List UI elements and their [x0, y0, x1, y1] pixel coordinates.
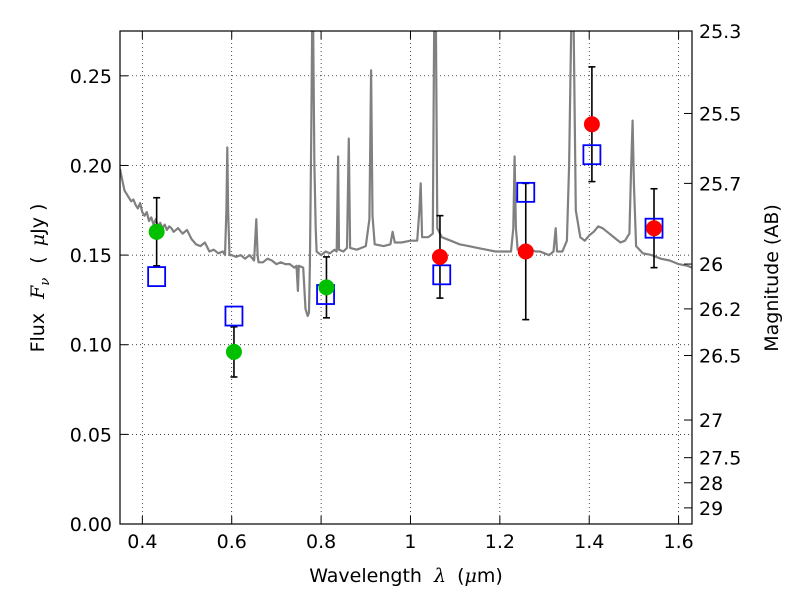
axis-ticks: 0.4 0.6 0.8 1 1.2 1.4 1.6 0.00 0.05 0.10 0.15 0.20 0… — [70, 21, 742, 553]
x-axis-label: Wavelength λ (μm) — [309, 565, 503, 587]
y2-tick-label: 29 — [699, 498, 723, 520]
y2-tick-label: 25.5 — [699, 103, 741, 125]
model-square-marker — [147, 266, 167, 288]
y-tick-label: 0.15 — [70, 245, 112, 267]
x-tick-label: 1 — [404, 531, 416, 553]
y-tick-label: 0.25 — [70, 66, 112, 88]
grid — [120, 31, 692, 525]
observed-point-marker — [225, 343, 242, 360]
x-axis-label-prefix: Wavelength — [309, 565, 422, 587]
y2-axis-label: Magnitude (AB) — [761, 204, 783, 352]
x-axis-label-unit-open: ( — [457, 565, 464, 587]
y-tick-label: 0.10 — [70, 335, 112, 357]
y-tick-label: 0.00 — [70, 514, 112, 536]
spectrum-series — [120, 31, 692, 318]
spectrum-line — [120, 31, 692, 318]
observed-point-marker — [583, 116, 600, 133]
observed-point-marker — [517, 243, 534, 260]
y-axis-label-unit-open: ( — [27, 256, 49, 263]
y-axis-label-unit-rest: Jy ) — [27, 204, 49, 235]
observed-photometry-series — [148, 116, 663, 360]
x-tick-label: 0.6 — [217, 531, 247, 553]
observed-point-marker — [431, 248, 448, 265]
model-square-marker — [432, 264, 452, 286]
y-axis-label-subscript: ν — [38, 278, 53, 286]
observed-point-marker — [148, 223, 165, 240]
model-square-marker — [644, 217, 664, 239]
x-tick-label: 1.2 — [485, 531, 515, 553]
x-axis-label-unit-mu: μ — [465, 565, 477, 587]
y2-tick-label: 26.5 — [699, 345, 741, 367]
y2-tick-label: 26.2 — [699, 299, 741, 321]
x-tick-label: 0.4 — [127, 531, 157, 553]
y2-tick-label: 26 — [699, 254, 723, 276]
y2-tick-label: 27 — [699, 410, 723, 432]
y2-tick-label: 25.3 — [699, 21, 741, 43]
model-square-marker — [582, 144, 602, 166]
y-axis-label-symbol: F — [27, 285, 49, 300]
y2-tick-label: 25.7 — [699, 173, 741, 195]
model-square-marker — [224, 305, 244, 327]
y-tick-label: 0.05 — [70, 424, 112, 446]
model-square-marker — [516, 181, 536, 203]
x-axis-label-symbol: λ — [433, 565, 446, 587]
y-axis-label: Flux Fν ( μJy ) — [27, 204, 54, 353]
observed-point-marker — [646, 220, 663, 237]
x-axis-label-unit-rest: m) — [477, 565, 503, 587]
y-tick-label: 0.20 — [70, 155, 112, 177]
observed-point-marker — [318, 279, 335, 296]
x-tick-label: 1.4 — [574, 531, 604, 553]
y2-tick-label: 28 — [699, 473, 723, 495]
y-axis-label-unit-mu: μ — [27, 234, 49, 246]
y-axis-label-prefix: Flux — [27, 313, 49, 353]
x-tick-label: 0.8 — [306, 531, 336, 553]
plot-frame — [119, 30, 693, 525]
y2-tick-label: 27.5 — [699, 448, 741, 470]
x-tick-label: 1.6 — [663, 531, 693, 553]
